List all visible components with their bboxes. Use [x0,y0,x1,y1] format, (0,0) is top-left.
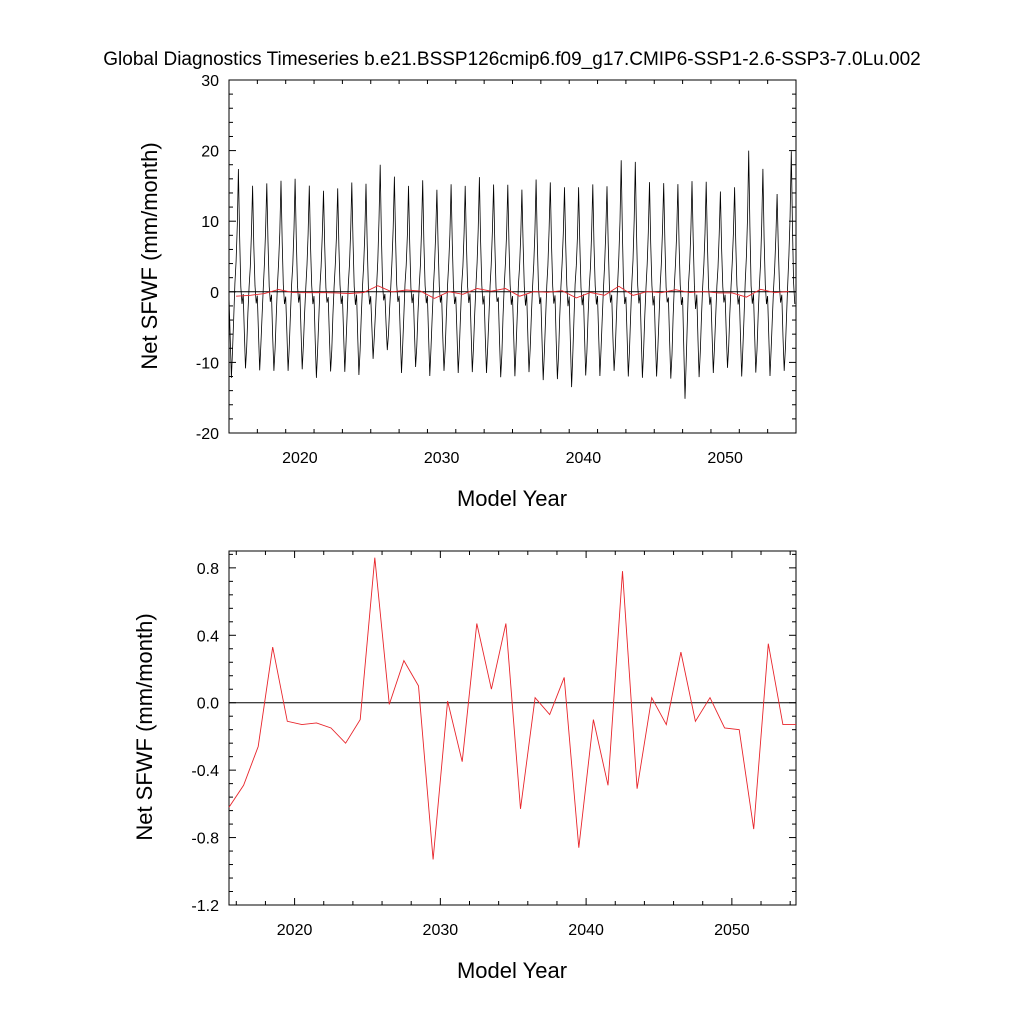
y-tick-label: -0.8 [191,831,219,848]
x-tick-label: 2020 [282,450,318,467]
x-tick-label: 2040 [566,450,602,467]
x-tick-label: 2050 [707,450,743,467]
y-tick-label: 20 [201,144,219,161]
y-tick-label: -0.4 [191,763,219,780]
y-tick-label: 0.8 [197,561,219,578]
monthly-series-line [228,150,796,399]
top-x-axis-label: Model Year [457,486,567,511]
x-tick-label: 2030 [423,922,459,939]
x-tick-label: 2020 [277,922,313,939]
bottom-y-axis-label: Net SFWF (mm/month) [132,613,157,840]
y-tick-label: 0.4 [197,628,219,645]
y-tick-label: -1.2 [191,898,219,915]
y-tick-label: 0.0 [197,696,219,713]
x-tick-label: 2050 [714,922,750,939]
annual-mean-series-line [228,557,796,860]
y-tick-label: 10 [201,214,219,231]
bottom-x-axis-label: Model Year [457,958,567,983]
figure-title: Global Diagnostics Timeseries b.e21.BSSP… [103,49,920,70]
y-tick-label: 30 [201,73,219,90]
bottom-annual-plot: -1.2 -0.8 -0.4 0.0 0.4 0.8 2020 2030 2040 2050 Mo… [132,550,797,983]
y-tick-label: 0 [210,285,219,302]
top-y-axis-label: Net SFWF (mm/month) [137,142,162,369]
y-tick-label: -20 [196,426,219,443]
x-tick-label: 2030 [424,450,460,467]
plot-frame [228,79,797,434]
x-tick-label: 2040 [568,922,604,939]
plot-frame [228,550,797,906]
annual-mean-series-line [236,285,789,299]
bottom-plot-marks: -1.2 -0.8 -0.4 0.0 0.4 0.8 2020 2030 2040 2050 [191,550,797,939]
y-tick-label: -10 [196,355,219,372]
